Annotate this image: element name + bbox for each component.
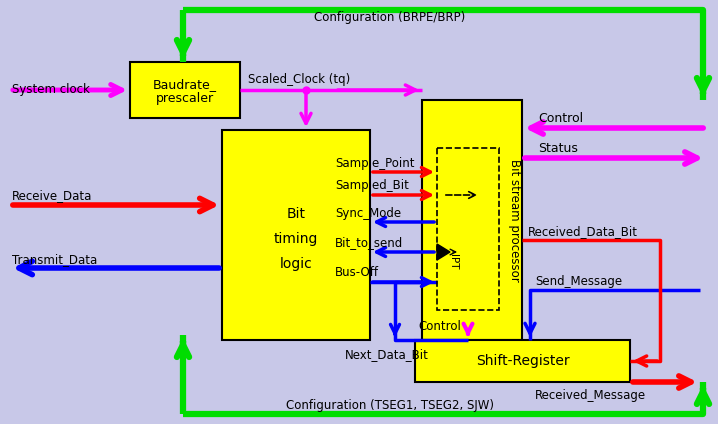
Text: Receive_Data: Receive_Data: [12, 190, 93, 203]
Text: Shift-Register: Shift-Register: [476, 354, 569, 368]
Text: Bit stream processor: Bit stream processor: [508, 159, 521, 282]
Text: Sync_Mode: Sync_Mode: [335, 206, 401, 220]
Text: Received_Message: Received_Message: [535, 390, 646, 402]
Text: Configuration (TSEG1, TSEG2, SJW): Configuration (TSEG1, TSEG2, SJW): [286, 399, 494, 413]
Text: Configuration (BRPE/BRP): Configuration (BRPE/BRP): [314, 11, 466, 25]
Text: Bit: Bit: [286, 207, 305, 221]
Text: Bit_to_send: Bit_to_send: [335, 237, 404, 249]
Text: prescaler: prescaler: [156, 92, 214, 105]
Bar: [437, 148, 499, 310]
Text: Send_Message: Send_Message: [535, 276, 622, 288]
Bar: [130, 62, 240, 118]
Text: System clock: System clock: [12, 84, 90, 97]
Bar: [415, 340, 630, 382]
Text: Sample_Point: Sample_Point: [335, 156, 414, 170]
Text: Received_Data_Bit: Received_Data_Bit: [528, 226, 638, 238]
Text: Next_Data_Bit: Next_Data_Bit: [345, 349, 429, 362]
Text: Scaled_Clock (tq): Scaled_Clock (tq): [248, 73, 350, 86]
Text: Baudrate_: Baudrate_: [153, 78, 217, 91]
Text: Bus-Off: Bus-Off: [335, 267, 379, 279]
Text: Transmit_Data: Transmit_Data: [12, 254, 97, 267]
Text: IPT: IPT: [448, 254, 458, 270]
Text: Control: Control: [538, 112, 583, 125]
Text: Status: Status: [538, 142, 578, 154]
Bar: [422, 100, 522, 340]
Text: Control: Control: [418, 320, 461, 332]
Text: timing: timing: [274, 232, 318, 246]
Polygon shape: [437, 244, 450, 260]
Bar: [222, 130, 370, 340]
Text: logic: logic: [279, 257, 312, 271]
Text: Sampled_Bit: Sampled_Bit: [335, 179, 409, 192]
